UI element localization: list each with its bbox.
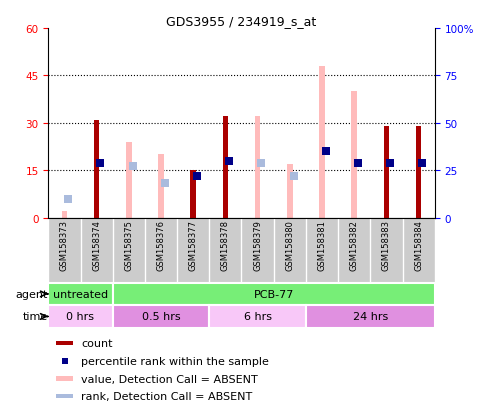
Text: GSM158377: GSM158377 xyxy=(189,220,198,271)
Text: untreated: untreated xyxy=(53,289,108,299)
Text: percentile rank within the sample: percentile rank within the sample xyxy=(81,356,269,366)
Bar xyxy=(48,306,113,328)
Bar xyxy=(416,139,422,218)
Title: GDS3955 / 234919_s_at: GDS3955 / 234919_s_at xyxy=(166,15,317,28)
Text: GSM158379: GSM158379 xyxy=(253,220,262,271)
Bar xyxy=(255,117,260,218)
Bar xyxy=(319,67,325,218)
Bar xyxy=(48,283,113,306)
Bar xyxy=(94,133,99,218)
Text: time: time xyxy=(22,312,48,322)
Bar xyxy=(56,377,73,381)
Text: GSM158375: GSM158375 xyxy=(124,220,133,271)
Bar xyxy=(113,306,209,328)
Text: GSM158376: GSM158376 xyxy=(156,220,166,271)
Text: GSM158382: GSM158382 xyxy=(350,220,359,271)
Bar xyxy=(306,306,435,328)
Text: 0 hrs: 0 hrs xyxy=(67,312,95,322)
Text: value, Detection Call = ABSENT: value, Detection Call = ABSENT xyxy=(81,374,258,384)
Bar xyxy=(94,120,99,218)
Text: GSM158378: GSM158378 xyxy=(221,220,230,271)
Bar xyxy=(56,341,73,345)
Text: 0.5 hrs: 0.5 hrs xyxy=(142,312,180,322)
Bar xyxy=(158,155,164,218)
Bar xyxy=(126,142,132,218)
Text: GSM158381: GSM158381 xyxy=(317,220,327,271)
Text: agent: agent xyxy=(15,289,48,299)
Bar xyxy=(113,283,435,306)
Bar xyxy=(384,127,389,218)
Bar xyxy=(56,394,73,399)
Text: count: count xyxy=(81,338,113,348)
Bar xyxy=(61,212,67,218)
Text: 6 hrs: 6 hrs xyxy=(243,312,271,322)
Bar xyxy=(351,92,357,218)
Text: PCB-77: PCB-77 xyxy=(254,289,294,299)
Bar xyxy=(209,306,306,328)
Text: GSM158374: GSM158374 xyxy=(92,220,101,271)
Text: rank, Detection Call = ABSENT: rank, Detection Call = ABSENT xyxy=(81,391,253,401)
Text: GSM158384: GSM158384 xyxy=(414,220,423,271)
Text: GSM158373: GSM158373 xyxy=(60,220,69,271)
Bar xyxy=(223,117,228,218)
Bar xyxy=(287,164,293,218)
Bar xyxy=(416,127,422,218)
Bar xyxy=(190,171,196,218)
Text: GSM158383: GSM158383 xyxy=(382,220,391,271)
Text: 24 hrs: 24 hrs xyxy=(353,312,388,322)
Text: GSM158380: GSM158380 xyxy=(285,220,294,271)
